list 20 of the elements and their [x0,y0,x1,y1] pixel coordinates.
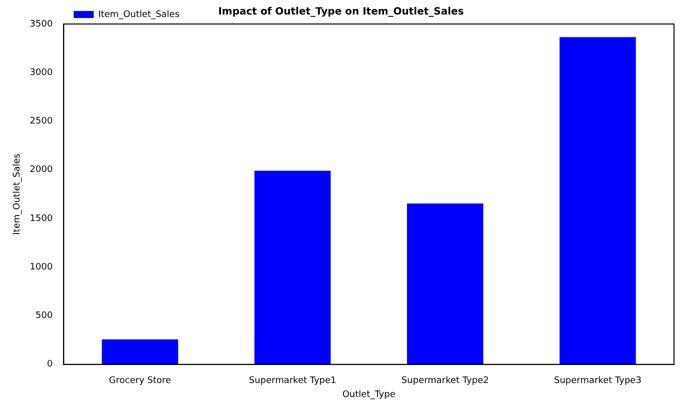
y-axis-title: Item_Outlet_Sales [12,153,23,235]
y-tick-label: 1000 [30,262,53,272]
y-tick-label: 2500 [30,116,53,127]
x-tick-label: Supermarket Type1 [248,376,336,386]
y-tick-label: 1500 [30,214,53,224]
y-tick-label: 3000 [30,68,53,78]
y-tick-label: 2000 [30,165,53,176]
x-tick-label: Grocery Store [108,376,172,386]
x-axis-title: Outlet_Type [342,390,396,400]
legend-label: Item_Outlet_Sales [98,10,180,20]
chart-title: Impact of Outlet_Type on Item_Outlet_Sales [218,6,464,18]
bar [560,37,636,364]
bar [254,170,331,364]
x-tick-label: Supermarket Type3 [554,376,642,386]
y-tick-label: 0 [46,360,53,370]
y-tick-label: 500 [36,311,53,322]
y-tick-label: 3500 [30,19,53,30]
x-tick-label: Supermarket Type2 [401,376,489,386]
bar [102,339,178,364]
bar [406,203,484,364]
